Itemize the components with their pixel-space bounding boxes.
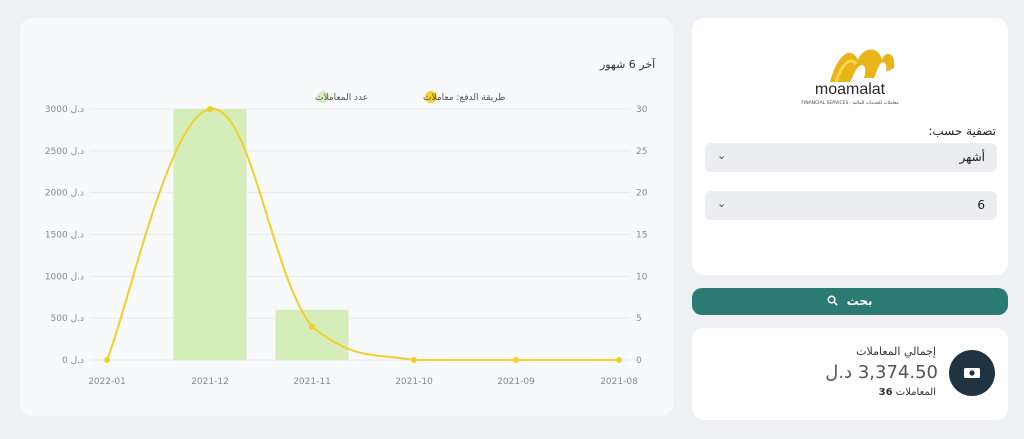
- left-axis-tick: 0 د.ل: [62, 356, 84, 366]
- chart-title: آخر 6 شهور: [600, 58, 656, 71]
- x-axis-tick: 2021-09: [497, 377, 535, 387]
- total-amount: 3,374.50 د.ل: [825, 362, 938, 383]
- legend-label-line: طريقة الدفع: معاملات: [423, 93, 505, 103]
- period-select[interactable]: أشهر ⌄: [705, 143, 997, 172]
- legend-swatch-line: [425, 91, 437, 103]
- line-point: [207, 106, 213, 112]
- x-axis-tick: 2021-11: [293, 377, 331, 387]
- right-axis-tick: 15: [636, 231, 647, 241]
- logo-wordmark: moamalat: [815, 81, 886, 98]
- search-button[interactable]: بحث: [692, 288, 1008, 315]
- left-axis-tick: 2000 د.ل: [45, 189, 84, 199]
- left-axis-tick: 2500 د.ل: [45, 147, 84, 157]
- legend-swatch-bar: [317, 91, 329, 103]
- transactions-count-row: المعاملات 36: [879, 387, 936, 398]
- left-axis-tick: 1000 د.ل: [45, 272, 84, 282]
- count-select-value: 6: [977, 198, 985, 212]
- search-icon: [828, 295, 839, 306]
- right-axis-tick: 5: [636, 314, 642, 324]
- right-axis-tick: 20: [636, 189, 648, 199]
- x-axis-tick: 2021-12: [191, 377, 229, 387]
- x-axis-tick: 2021-08: [600, 377, 638, 387]
- chevron-down-icon: ⌄: [717, 197, 727, 210]
- left-axis-tick: 500 د.ل: [51, 314, 84, 324]
- right-axis-tick: 0: [636, 356, 642, 366]
- total-label: إجمالي المعاملات: [856, 345, 936, 358]
- moamalat-logo: moamalat FINANCIAL SERVICES · معاملات لل…: [790, 42, 910, 110]
- line-point: [513, 357, 519, 363]
- search-button-label: بحث: [846, 294, 873, 308]
- line-point: [104, 357, 110, 363]
- left-axis-tick: 1500 د.ل: [45, 231, 84, 241]
- left-axis-tick: 3000 د.ل: [45, 105, 84, 115]
- right-axis-tick: 10: [636, 272, 648, 282]
- right-axis-tick: 30: [636, 105, 648, 115]
- right-axis-tick: 25: [636, 147, 647, 157]
- bar: [173, 109, 247, 360]
- bar: [275, 309, 349, 360]
- line-point: [411, 357, 417, 363]
- logo-tagline: FINANCIAL SERVICES · معاملات للخدمات الم…: [801, 100, 899, 106]
- line-point: [309, 323, 315, 330]
- period-select-value: أشهر: [959, 150, 985, 164]
- transactions-count: 36: [878, 387, 893, 398]
- transactions-label: المعاملات: [895, 387, 936, 398]
- transactions-chart: 0 د.ل 0 500 د.ل 5 1000 د.ل 10 1500 د.ل 15 2000 د…: [45, 91, 648, 387]
- money-icon: [949, 350, 995, 396]
- count-select[interactable]: 6 ⌄: [705, 191, 997, 220]
- x-axis-tick: 2022-01: [88, 377, 126, 387]
- line-point: [616, 357, 622, 363]
- legend-label-bar: عدد المعاملات: [315, 93, 368, 103]
- filter-label: تصفية حسب:: [928, 124, 996, 138]
- x-axis-tick: 2021-10: [395, 377, 433, 387]
- chevron-down-icon: ⌄: [717, 149, 727, 162]
